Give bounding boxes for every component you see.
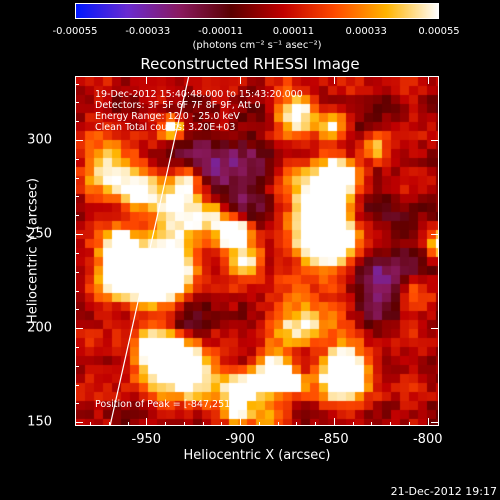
- x-tick-mark: [146, 418, 148, 426]
- y-tick-mark: [431, 139, 439, 141]
- y-tick-mark: [75, 139, 83, 141]
- x-minor-tick: [165, 422, 167, 426]
- y-minor-tick: [75, 83, 79, 85]
- x-minor-tick: [408, 422, 410, 426]
- x-minor-tick: [315, 422, 317, 426]
- solar-limb-line: [109, 77, 190, 425]
- y-tick-mark: [431, 234, 439, 236]
- x-axis-label: Heliocentric X (arcsec): [183, 448, 331, 463]
- info-line: Clean Total counts: 3.20E+03: [95, 122, 236, 133]
- colorbar-tick-label: -0.00055: [52, 26, 98, 37]
- x-tick-label: -900: [225, 432, 255, 447]
- y-tick-label: 150: [27, 414, 52, 430]
- x-tick-mark: [240, 418, 242, 426]
- y-tick-mark: [431, 328, 439, 330]
- y-minor-tick: [75, 121, 79, 123]
- y-minor-tick: [75, 252, 79, 254]
- x-tick-mark: [146, 76, 148, 84]
- y-tick-mark: [75, 422, 83, 424]
- x-minor-tick: [296, 422, 298, 426]
- x-tick-mark: [427, 76, 429, 84]
- y-minor-tick: [75, 271, 79, 273]
- x-minor-tick: [108, 422, 110, 426]
- y-minor-tick: [75, 365, 79, 367]
- x-minor-tick: [390, 422, 392, 426]
- y-minor-tick: [75, 309, 79, 311]
- x-tick-mark: [333, 418, 335, 426]
- x-tick-label: -800: [412, 432, 443, 447]
- colorbar-tick-label: 0.00055: [418, 26, 460, 37]
- x-minor-tick: [258, 422, 260, 426]
- x-tick-mark: [240, 76, 242, 84]
- colorbar-tick-label: 0.00033: [345, 26, 387, 37]
- y-tick-mark: [75, 234, 83, 236]
- y-minor-tick: [75, 196, 79, 198]
- info-line: Detectors: 3F 5F 6F 7F 8F 9F, Att 0: [95, 100, 261, 111]
- y-tick-mark: [75, 328, 83, 330]
- y-minor-tick: [75, 177, 79, 179]
- limb-line: [109, 77, 190, 425]
- colorbar-tick-label: -0.00011: [198, 26, 244, 37]
- y-minor-tick: [75, 102, 79, 104]
- y-tick-mark: [431, 422, 439, 424]
- y-tick-label: 250: [27, 226, 52, 242]
- x-minor-tick: [202, 422, 204, 426]
- y-minor-tick: [75, 384, 79, 386]
- x-tick-mark: [333, 76, 335, 84]
- y-minor-tick: [75, 346, 79, 348]
- x-minor-tick: [277, 422, 279, 426]
- image-plot: 19-Dec-2012 15:40:48.000 to 15:43:20.000…: [75, 76, 439, 426]
- x-minor-tick: [352, 422, 354, 426]
- y-minor-tick: [75, 215, 79, 217]
- info-line: Energy Range: 12.0 - 25.0 keV: [95, 111, 240, 122]
- image-title: Reconstructed RHESSI Image: [140, 55, 360, 73]
- y-minor-tick: [75, 158, 79, 160]
- x-tick-label: -850: [319, 432, 349, 447]
- x-minor-tick: [221, 422, 223, 426]
- y-minor-tick: [75, 290, 79, 292]
- timestamp: 21-Dec-2012 19:17: [390, 485, 497, 498]
- y-axis-label: Heliocentric Y (arcsec): [25, 178, 41, 324]
- heatmap: [76, 77, 438, 425]
- x-minor-tick: [127, 422, 129, 426]
- x-tick-label: -950: [131, 432, 162, 447]
- colorbar-tick-label: 0.00011: [272, 26, 315, 37]
- info-line: 19-Dec-2012 15:40:48.000 to 15:43:20.000: [95, 89, 303, 100]
- y-tick-label: 200: [27, 320, 52, 336]
- x-minor-tick: [90, 422, 91, 426]
- x-tick-mark: [427, 418, 429, 426]
- y-minor-tick: [75, 403, 79, 405]
- x-minor-tick: [371, 422, 373, 426]
- x-minor-tick: [183, 422, 185, 426]
- colorbar-units: (photons cm⁻² s⁻¹ asec⁻²): [192, 40, 322, 51]
- colorbar: [75, 3, 439, 19]
- y-tick-label: 300: [27, 132, 52, 148]
- peak-position-text: Position of Peak = [-847,251]: [95, 399, 234, 410]
- colorbar-tick-label: -0.00033: [125, 26, 171, 37]
